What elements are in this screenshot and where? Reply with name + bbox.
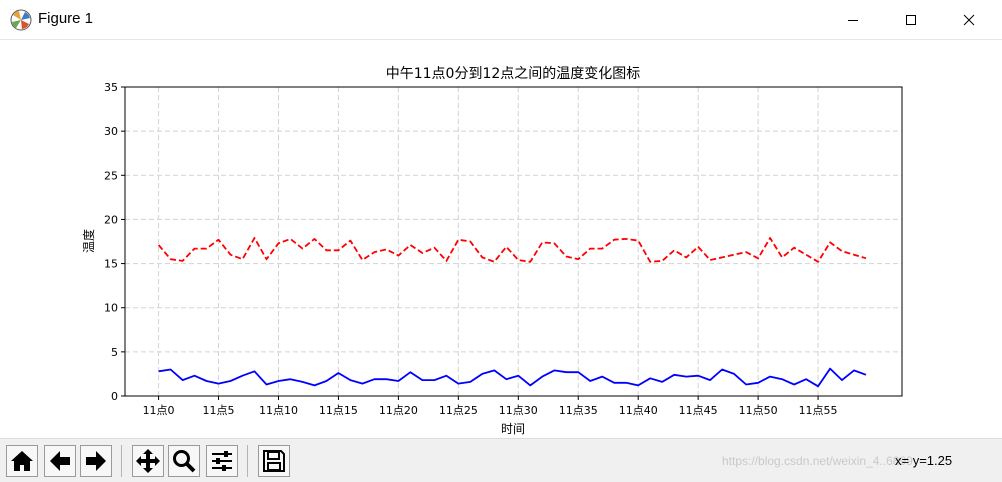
minimize-icon [848, 20, 858, 21]
x-tick-label: 11点15 [319, 404, 358, 417]
navigation-toolbar: https://blog.csdn.net/weixin_4..6899 x= … [0, 438, 1002, 482]
x-tick-label: 11点55 [799, 404, 838, 417]
move-icon [136, 449, 160, 473]
y-axis-label: 温度 [81, 229, 96, 253]
y-tick-label: 10 [104, 302, 118, 315]
pan-button[interactable] [132, 445, 164, 477]
line-chart: 0 5 10 15 20 25 30 35 11点0 11点5 11点10 11点15 11点20 11点… [81, 66, 903, 436]
y-tick-label: 5 [111, 346, 118, 359]
watermark-text: https://blog.csdn.net/weixin_4..6899 [722, 454, 913, 468]
x-tick-label: 11点0 [143, 404, 175, 417]
y-tick-label: 30 [104, 125, 118, 138]
sliders-icon [212, 451, 232, 471]
x-tick-label: 11点45 [679, 404, 718, 417]
save-button[interactable] [258, 445, 290, 477]
x-tick-label: 11点5 [203, 404, 235, 417]
home-button[interactable] [6, 445, 38, 477]
x-tick-label: 11点20 [379, 404, 418, 417]
figure-canvas[interactable]: 0 5 10 15 20 25 30 35 11点0 11点5 11点10 11点15 11点20 11点… [0, 40, 1002, 438]
toolbar-separator [121, 445, 122, 477]
window-title: Figure 1 [38, 10, 94, 27]
chart-title: 中午11点0分到12点之间的温度变化图标 [386, 66, 641, 82]
series-line-1 [157, 237, 867, 263]
back-button[interactable] [44, 445, 76, 477]
maximize-button[interactable] [888, 0, 934, 40]
arrow-left-icon [50, 451, 70, 471]
configure-subplots-button[interactable] [206, 445, 238, 477]
minimize-button[interactable] [830, 0, 876, 40]
y-tick-label: 25 [104, 169, 118, 182]
x-tick-label: 11点30 [499, 404, 538, 417]
forward-button[interactable] [80, 445, 112, 477]
close-button[interactable] [946, 0, 992, 40]
x-tick-label: 11点10 [259, 404, 298, 417]
y-tick-label: 0 [111, 390, 118, 403]
grid-layer [125, 86, 902, 397]
matplotlib-icon [10, 9, 32, 31]
home-icon [11, 451, 33, 471]
maximize-icon [906, 15, 916, 25]
tick-layer: 0 5 10 15 20 25 30 35 11点0 11点5 11点10 11点15 11点20 11点… [104, 81, 838, 417]
floppy-icon [263, 450, 285, 472]
y-tick-label: 15 [104, 258, 118, 271]
axes-frame [124, 86, 903, 397]
series-layer [157, 237, 867, 388]
x-tick-label: 11点40 [619, 404, 658, 417]
x-tick-label: 11点25 [439, 404, 478, 417]
y-tick-label: 35 [104, 81, 118, 94]
arrow-right-icon [86, 451, 106, 471]
cursor-coordinates: x= y=1.25 [895, 453, 953, 468]
x-tick-label: 11点50 [739, 404, 778, 417]
x-axis-label: 时间 [501, 422, 525, 436]
y-tick-label: 20 [104, 213, 118, 226]
zoom-button[interactable] [168, 445, 200, 477]
window-title-bar: Figure 1 [0, 0, 1002, 40]
close-icon [963, 14, 975, 26]
toolbar-separator [247, 445, 248, 477]
x-tick-label: 11点35 [559, 404, 598, 417]
magnifier-icon [173, 450, 196, 473]
series-line-2 [158, 367, 867, 388]
